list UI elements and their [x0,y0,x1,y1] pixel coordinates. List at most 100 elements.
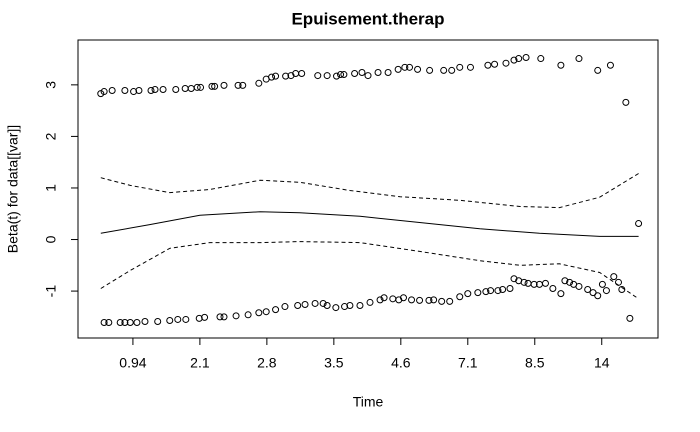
point [130,88,138,96]
point [515,55,523,63]
point [255,309,263,317]
point [440,66,448,74]
x-tick-label: 4.6 [391,355,411,371]
y-tick-label: 3 [43,81,59,89]
point [456,63,464,71]
point [484,61,492,69]
point [193,83,201,91]
point [220,313,228,321]
point [341,303,349,311]
point [466,63,474,71]
point [135,87,143,95]
point [557,61,565,69]
point [244,311,252,319]
point [425,296,433,304]
point [197,83,205,91]
point [356,302,364,310]
point [282,72,290,80]
point [294,302,302,310]
point [272,306,280,314]
point [174,315,182,323]
point [216,313,224,321]
point [116,319,124,327]
point [121,87,129,95]
point [557,290,565,298]
point [394,65,402,73]
point [537,55,545,63]
point [268,73,276,81]
point [606,61,614,69]
point [364,72,372,80]
point [301,300,309,308]
point [166,316,174,324]
point [234,81,242,89]
point [211,82,219,90]
x-axis-label: Time [353,394,384,410]
point [456,293,464,301]
point [541,279,549,287]
point [584,286,592,294]
point [208,82,216,90]
point [281,303,289,311]
point [323,302,331,310]
point [416,296,424,304]
point [340,71,348,79]
point [105,319,113,327]
point [159,85,167,93]
point [626,314,634,322]
point [487,287,495,295]
point [594,292,602,300]
point [172,85,180,93]
smooth-line [100,211,639,237]
point [121,319,129,327]
point [575,282,583,290]
point [464,290,472,298]
point [133,319,141,327]
point [337,71,345,79]
point [530,280,538,288]
point [151,85,159,93]
x-tick-label: 7.1 [458,355,478,371]
point [182,315,190,323]
point [448,66,456,74]
y-tick-label: 2 [43,132,59,140]
x-tick-label: 2.8 [257,355,277,371]
confidence-band [100,173,639,209]
x-tick-label: 14 [594,355,610,371]
point [438,297,446,305]
point [351,70,359,78]
point [502,59,510,67]
point [406,63,414,71]
point [232,312,240,320]
plot-frame [77,39,659,339]
point [195,314,203,322]
point [510,56,518,64]
point [401,63,409,71]
point [414,65,422,73]
point [446,297,454,305]
point [333,72,341,80]
y-tick-label: 0 [43,235,59,243]
point [430,296,438,304]
point [319,299,327,307]
point [426,66,434,74]
point [376,296,384,304]
point [618,286,626,294]
point [126,319,134,327]
point [598,280,606,288]
point [575,55,583,63]
point [594,66,602,74]
point [262,308,270,316]
chart-title: Epuisement.therap [291,9,444,28]
point [201,313,209,321]
point [100,88,108,96]
point [346,302,354,310]
point [380,294,388,302]
point [314,72,322,80]
y-axis-label: Beta(t) for data[[var]] [5,125,21,253]
point [499,286,507,294]
point [491,60,499,68]
point [494,287,502,295]
point [220,81,228,89]
